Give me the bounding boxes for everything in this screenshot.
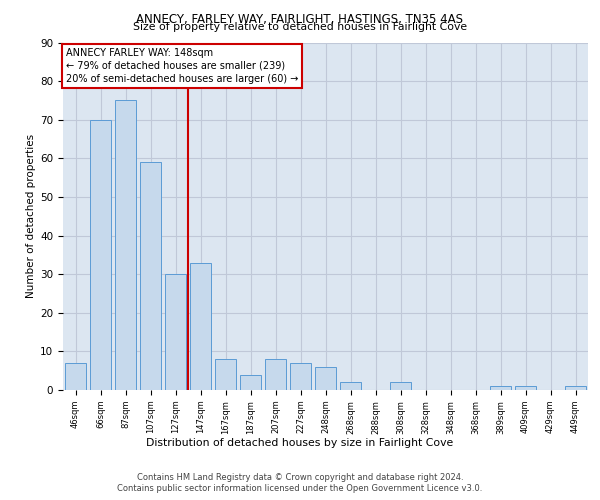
Bar (215, 359, 236, 390)
Bar (390, 382, 411, 390)
Bar (490, 386, 511, 390)
Bar (240, 374, 261, 390)
Bar (315, 367, 336, 390)
Bar (65, 363, 86, 390)
Text: ANNECY, FARLEY WAY, FAIRLIGHT, HASTINGS, TN35 4AS: ANNECY, FARLEY WAY, FAIRLIGHT, HASTINGS,… (137, 12, 464, 26)
Text: Distribution of detached houses by size in Fairlight Cove: Distribution of detached houses by size … (146, 438, 454, 448)
Text: ANNECY FARLEY WAY: 148sqm
← 79% of detached houses are smaller (239)
20% of semi: ANNECY FARLEY WAY: 148sqm ← 79% of detac… (65, 48, 298, 84)
Text: Size of property relative to detached houses in Fairlight Cove: Size of property relative to detached ho… (133, 22, 467, 32)
Bar (290, 363, 311, 390)
Y-axis label: Number of detached properties: Number of detached properties (26, 134, 36, 298)
Text: Contains HM Land Registry data © Crown copyright and database right 2024.
Contai: Contains HM Land Registry data © Crown c… (118, 472, 482, 494)
Bar (165, 274, 186, 390)
Bar (565, 386, 586, 390)
Bar (515, 386, 536, 390)
Bar (90, 120, 111, 390)
Bar (265, 359, 286, 390)
Bar (115, 100, 136, 390)
Bar (340, 382, 361, 390)
Bar (140, 162, 161, 390)
Bar (190, 262, 211, 390)
